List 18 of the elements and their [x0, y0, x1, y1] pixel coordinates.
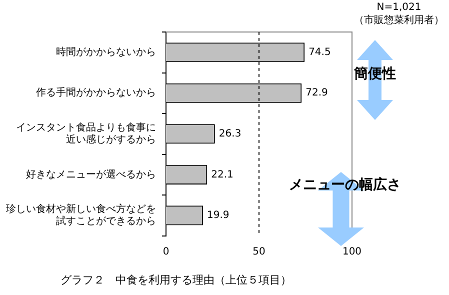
- y-tick-label: 好きなメニューが選べるから: [26, 168, 156, 180]
- x-tick-label: 50: [252, 246, 266, 258]
- data-label: 72.9: [306, 88, 328, 99]
- x-tick-label: 100: [342, 246, 362, 258]
- x-tick-label: 0: [162, 246, 170, 258]
- data-label: 22.1: [211, 169, 234, 180]
- text: グラフ２ 中食を利用する理由（上位５項目）: [60, 273, 292, 286]
- y-tick-label: インスタント食品よりも食事に近い感じがするから: [16, 121, 156, 146]
- y-tick-label: 珍しい食材や新しい食べ方などを試すことができるから: [6, 203, 156, 228]
- annotation: メニューの幅広さ: [288, 177, 402, 194]
- data-label: 26.3: [218, 128, 242, 140]
- data-label: 74.5: [308, 46, 331, 58]
- text: 簡便性: [353, 66, 397, 83]
- data-label: 19.9: [207, 210, 230, 222]
- y-tick-label: 作る手間がかからないから: [35, 86, 156, 99]
- text: N=1,021: [376, 2, 422, 14]
- y-tick-label: 時間がかからないから: [56, 46, 156, 58]
- text: （市販惣菜利用者）: [353, 15, 445, 27]
